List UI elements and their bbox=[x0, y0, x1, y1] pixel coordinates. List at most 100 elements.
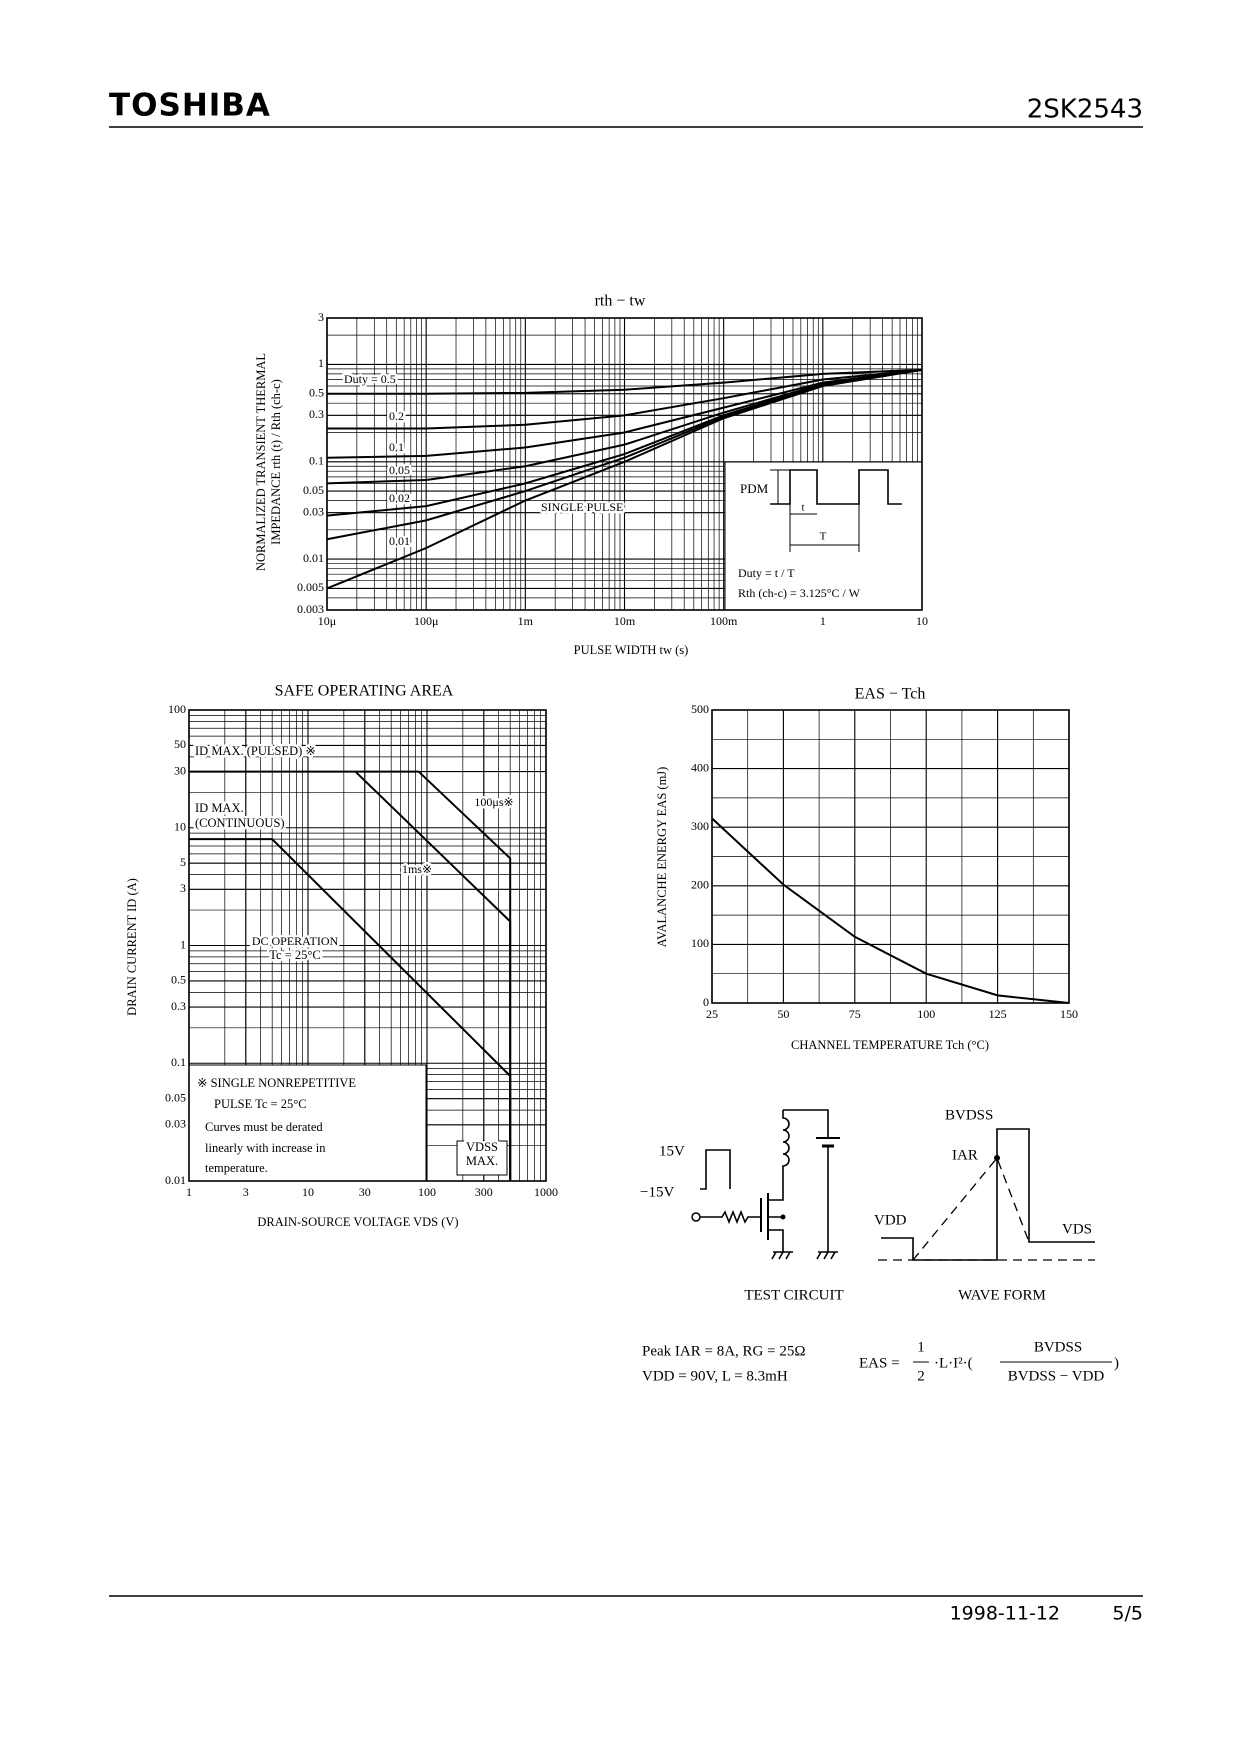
y-tick-label: 0.3 bbox=[309, 407, 324, 421]
gate-resistor bbox=[700, 1209, 761, 1225]
curve bbox=[326, 368, 923, 459]
condition: Peak IAR = 8A, RG = 25Ω bbox=[642, 1343, 805, 1359]
x-tick-label: 100 bbox=[418, 1185, 436, 1199]
y-tick-label: 0 bbox=[703, 995, 709, 1009]
formula-frac-den: BVDSS − VDD bbox=[1008, 1368, 1105, 1384]
ground bbox=[816, 1251, 838, 1260]
annotation: linearly with increase in bbox=[205, 1141, 326, 1155]
series-label: 0.02 bbox=[389, 491, 410, 505]
x-tick-label: 300 bbox=[475, 1185, 493, 1199]
y-tick-label: 0.5 bbox=[171, 973, 186, 987]
vds-waveform bbox=[881, 1128, 1095, 1261]
T-label: T bbox=[820, 531, 827, 543]
test-circuit: 15V −15V TEST CIRCUIT bbox=[640, 1109, 844, 1303]
plot-frame bbox=[711, 709, 1070, 1004]
y-tick-label: 5 bbox=[180, 855, 186, 869]
y-tick-label: 0.1 bbox=[171, 1055, 186, 1069]
series-label: 0.1 bbox=[389, 440, 404, 454]
y-tick-label: 30 bbox=[174, 763, 186, 777]
curve bbox=[327, 368, 923, 430]
curve bbox=[711, 817, 1070, 1004]
x-axis-title: CHANNEL TEMPERATURE Tch (°C) bbox=[791, 1038, 989, 1052]
curve bbox=[189, 838, 512, 1181]
y-tick-label: 500 bbox=[691, 702, 709, 716]
pdm-label: PDM bbox=[740, 481, 769, 496]
gate-pulse bbox=[700, 1149, 731, 1190]
chart-title: SAFE OPERATING AREA bbox=[275, 683, 454, 700]
duty-label: Duty = t / T bbox=[738, 566, 795, 580]
x-tick-label: 100μ bbox=[414, 614, 438, 628]
series-label: 0.05 bbox=[389, 463, 410, 477]
brand: TOSHIBA bbox=[109, 88, 271, 124]
annotation: PULSE Tc = 25°C bbox=[214, 1097, 307, 1111]
x-tick-label: 150 bbox=[1060, 1007, 1078, 1021]
curve bbox=[326, 368, 923, 541]
y-tick-label: 0.005 bbox=[297, 580, 324, 594]
ground bbox=[771, 1251, 793, 1260]
annotation: temperature. bbox=[205, 1161, 268, 1175]
x-tick-label: 100m bbox=[710, 614, 738, 628]
series-label: 1ms※ bbox=[402, 862, 432, 876]
y-tick-label: 100 bbox=[691, 936, 709, 950]
gate-high: 15V bbox=[659, 1143, 685, 1159]
input-terminal bbox=[691, 1212, 701, 1222]
source-lead bbox=[768, 1229, 784, 1252]
formula-frac-num: BVDSS bbox=[1034, 1339, 1082, 1355]
x-tick-label: 100 bbox=[917, 1007, 935, 1021]
y-tick-label: 0.01 bbox=[165, 1173, 186, 1187]
y-tick-label: 0.1 bbox=[309, 454, 324, 468]
annotation: Curves must be derated bbox=[205, 1120, 323, 1134]
y-tick-label: 0.5 bbox=[309, 385, 324, 399]
charts: 10μ 100μ 1m 10m 100m 1 100.0030.0050.010.030.0… bbox=[125, 293, 1078, 1229]
formula-mid: ·L·I²·( bbox=[934, 1355, 973, 1371]
y-tick-label: 0.003 bbox=[297, 602, 324, 616]
x-axis-title: DRAIN-SOURCE VOLTAGE VDS (V) bbox=[257, 1215, 458, 1229]
y-tick-label: 0.3 bbox=[171, 999, 186, 1013]
series-label: SINGLE PULSE bbox=[541, 500, 623, 514]
x-tick-label: 1m bbox=[518, 614, 534, 628]
y-tick-label: 0.01 bbox=[303, 551, 324, 565]
y-tick-label: 10 bbox=[174, 820, 186, 834]
x-tick-label: 1 bbox=[820, 614, 826, 628]
y-tick-label: 0.05 bbox=[165, 1090, 186, 1104]
x-tick-label: 1000 bbox=[534, 1185, 558, 1199]
plot-frame bbox=[326, 317, 923, 611]
iar-label: IAR bbox=[952, 1147, 978, 1163]
y-tick-label: 3 bbox=[180, 881, 186, 895]
page-number: 5/5 bbox=[1112, 1603, 1143, 1625]
x-tick-label: 75 bbox=[849, 1007, 861, 1021]
test-circuit-caption: TEST CIRCUIT bbox=[744, 1287, 843, 1303]
x-tick-label: 50 bbox=[777, 1007, 789, 1021]
formula-lhs: EAS = bbox=[859, 1355, 900, 1371]
x-axis-title: PULSE WIDTH tw (s) bbox=[574, 643, 689, 657]
y-tick-label: 200 bbox=[691, 878, 709, 892]
series-label: 100μs※ bbox=[474, 795, 513, 809]
y-tick-label: 1 bbox=[180, 937, 186, 951]
annotation: MAX. bbox=[466, 1154, 498, 1168]
chart-title: EAS − Tch bbox=[855, 686, 926, 703]
y-tick-label: 300 bbox=[691, 819, 709, 833]
formula-den: 2 bbox=[917, 1368, 925, 1384]
x-tick-label: 10 bbox=[916, 614, 928, 628]
pulse-wave bbox=[770, 469, 902, 505]
condition: VDD = 90V, L = 8.3mH bbox=[642, 1368, 788, 1384]
curve bbox=[326, 368, 923, 590]
blank-panel bbox=[188, 1064, 427, 1182]
annotation: VDSS bbox=[466, 1140, 498, 1154]
series-label: 0.2 bbox=[389, 409, 404, 423]
formula-close: ) bbox=[1114, 1355, 1119, 1371]
y-tick-label: 0.03 bbox=[165, 1117, 186, 1131]
y-axis-title: IMPEDANCE rth (t) / Rth (ch-c) bbox=[269, 379, 283, 545]
wave-form-caption: WAVE FORM bbox=[958, 1287, 1046, 1303]
y-tick-label: 100 bbox=[168, 702, 186, 716]
x-tick-label: 125 bbox=[989, 1007, 1007, 1021]
iar-point bbox=[994, 1155, 1000, 1161]
t-label: t bbox=[801, 502, 804, 514]
y-axis-title: DRAIN CURRENT ID (A) bbox=[125, 878, 139, 1016]
annotation: ※ SINGLE NONREPETITIVE bbox=[197, 1076, 356, 1090]
x-tick-label: 10μ bbox=[318, 614, 336, 628]
x-tick-label: 1 bbox=[186, 1185, 192, 1199]
x-tick-label: 3 bbox=[243, 1185, 249, 1199]
wave-form: BVDSS IAR VDD VDS WAVE FORM bbox=[874, 1107, 1095, 1303]
